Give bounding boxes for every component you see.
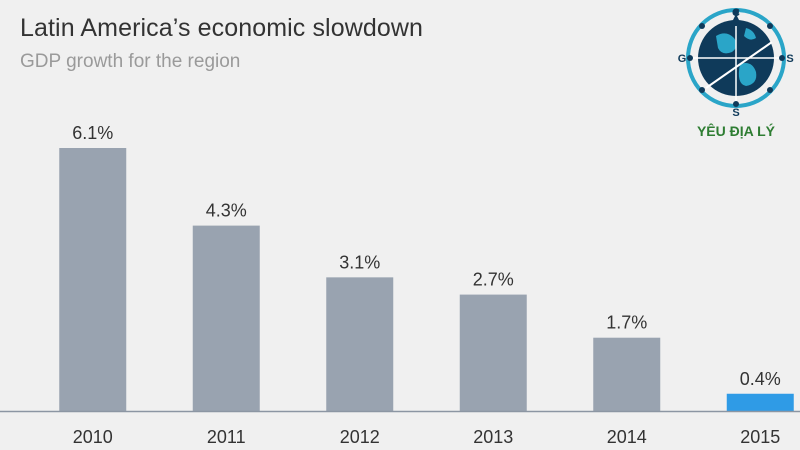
bar-2014 bbox=[593, 337, 661, 411]
logo-letter-s-right: S bbox=[786, 53, 793, 65]
value-label-2014: 1.7% bbox=[606, 313, 647, 333]
x-tick-label-2015: 2015 bbox=[740, 427, 780, 447]
value-label-2011: 4.3% bbox=[206, 201, 247, 221]
bar-2010 bbox=[59, 148, 127, 411]
bar-2013 bbox=[459, 294, 527, 411]
chart-title: Latin America’s economic slowdown bbox=[20, 14, 424, 42]
logo-text: YÊU ĐỊA LÝ bbox=[697, 122, 776, 139]
x-tick-label-2013: 2013 bbox=[473, 427, 513, 447]
x-tick-label-2010: 2010 bbox=[73, 427, 113, 447]
logo-letter-g: G bbox=[678, 53, 687, 65]
chart-subtitle: GDP growth for the region bbox=[20, 51, 241, 72]
value-label-2013: 2.7% bbox=[473, 270, 514, 290]
x-tick-label-2014: 2014 bbox=[607, 427, 647, 447]
x-tick-label-2011: 2011 bbox=[207, 427, 246, 447]
bar-2011 bbox=[192, 225, 260, 411]
bar-2015 bbox=[726, 393, 794, 411]
value-label-2015: 0.4% bbox=[740, 369, 781, 389]
value-label-2012: 3.1% bbox=[339, 252, 380, 272]
logo-letter-s-bottom: S bbox=[732, 107, 739, 119]
yeu-dia-ly-logo: C G S S YÊU ĐỊA LÝ bbox=[678, 7, 794, 139]
logo-letter-c: C bbox=[732, 7, 740, 19]
globe-compass-icon bbox=[686, 8, 786, 108]
value-label-2010: 6.1% bbox=[72, 123, 113, 143]
bar-2012 bbox=[326, 277, 394, 411]
x-tick-label-2012: 2012 bbox=[340, 427, 380, 447]
